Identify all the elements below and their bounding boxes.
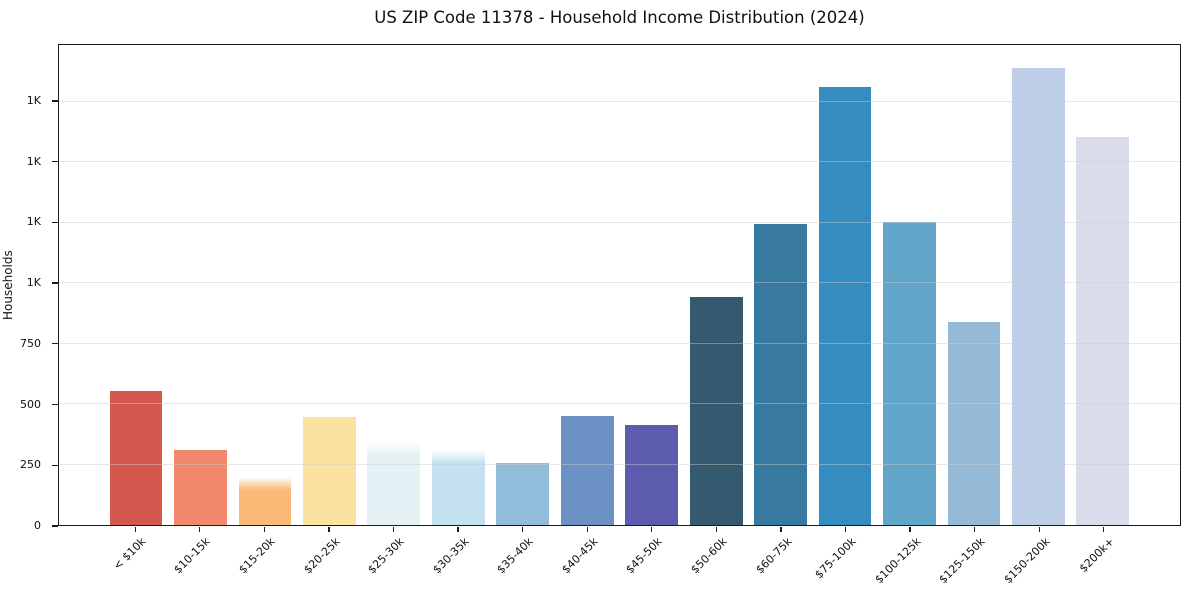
bar-$25-30k — [367, 441, 421, 525]
x-tick-mark — [522, 527, 524, 532]
bar-< $10k — [109, 390, 163, 525]
y-tick-label: 250 — [20, 458, 41, 472]
bar-$100-125k — [883, 221, 936, 525]
bar-$45-50k — [625, 424, 679, 525]
x-tick-mark — [457, 527, 459, 532]
bar-slot — [168, 45, 232, 525]
y-tick-mark — [52, 525, 58, 527]
y-tick-mark — [52, 343, 58, 345]
bar-$125-150k — [947, 321, 1001, 525]
bar-$20-25k — [302, 417, 356, 525]
bar-slot — [104, 45, 168, 525]
x-tick-mark — [586, 527, 588, 532]
x-tick-label: $25-30k — [365, 535, 407, 577]
x-tick-mark — [263, 527, 266, 532]
x-tick-label: $15-20k — [236, 535, 278, 577]
bar-slot — [362, 45, 426, 525]
bar-slot — [491, 45, 555, 525]
x-tick-mark — [844, 527, 847, 532]
y-tick-mark — [52, 282, 58, 284]
x-tick-label: $75-100k — [812, 535, 859, 582]
x-tick-mark — [328, 527, 330, 532]
x-tick-mark — [780, 527, 782, 532]
x-tick-mark — [1103, 527, 1105, 532]
x-tick-label: $20-25k — [300, 535, 343, 577]
x-tick-mark — [974, 527, 976, 532]
bars-container — [59, 45, 1180, 525]
y-tick-label: 500 — [20, 397, 41, 411]
plot-area — [58, 44, 1181, 526]
x-tick-mark — [909, 527, 911, 532]
bar-slot — [233, 45, 297, 525]
bar-slot — [619, 45, 683, 525]
chart-title: US ZIP Code 11378 - Household Income Dis… — [374, 8, 865, 27]
x-tick-label: $200k+ — [1076, 535, 1117, 576]
x-tick-mark — [199, 527, 201, 532]
bar-slot — [1006, 45, 1070, 525]
bar-$10-15k — [174, 450, 227, 525]
bar-$200k+ — [1076, 136, 1130, 525]
x-tick-label: $30-35k — [429, 535, 472, 577]
bar-slot — [426, 45, 490, 525]
y-axis: 0 250 500 750 1K 1K 1K 1K — [0, 44, 58, 532]
bar-slot — [297, 45, 361, 525]
y-tick-mark — [52, 464, 58, 466]
y-tick-label: 1K — [26, 215, 41, 229]
bar-slot — [813, 45, 877, 525]
y-tick-mark — [52, 403, 58, 406]
bar-$75-100k — [818, 87, 872, 525]
y-tick-mark — [52, 221, 58, 224]
bar-$40-45k — [560, 416, 614, 525]
bar-slot — [1071, 45, 1135, 525]
x-tick-label: $45-50k — [623, 535, 665, 577]
x-tick-mark — [134, 527, 136, 532]
y-tick-label: 1K — [26, 276, 41, 290]
bar-slot — [748, 45, 812, 525]
bar-slot — [877, 45, 941, 525]
x-tick-label: $60-75k — [752, 535, 795, 577]
x-tick-label: $35-40k — [494, 535, 536, 577]
bar-$30-35k — [431, 450, 485, 525]
bar-slot — [942, 45, 1006, 525]
x-tick-label: < $10k — [110, 535, 149, 573]
x-tick-label: $40-45k — [559, 535, 601, 577]
x-tick-mark — [392, 527, 395, 532]
y-tick-label: 750 — [20, 336, 41, 350]
y-tick-label: 1K — [26, 94, 41, 108]
bar-$50-60k — [689, 296, 743, 525]
x-tick-label: $50-60k — [688, 535, 730, 577]
x-tick-mark — [715, 527, 718, 532]
y-tick-mark — [52, 100, 58, 102]
x-tick-label: $150-200k — [1001, 535, 1053, 587]
bar-slot — [684, 45, 748, 525]
y-tick-label: 1K — [26, 154, 41, 168]
y-tick-mark — [52, 161, 58, 163]
x-tick-label: $100-125k — [872, 535, 924, 587]
x-tick-label: $125-150k — [936, 535, 988, 587]
x-axis: < $10k $10-15k $15-20k $20-25k $25-30k $30-35… — [58, 526, 1181, 590]
bar-$35-40k — [496, 463, 550, 525]
x-tick-label: $10-15k — [171, 535, 213, 577]
bar-$60-75k — [754, 223, 807, 525]
x-tick-mark — [1038, 527, 1040, 532]
bar-$150-200k — [1011, 67, 1065, 525]
y-tick-label: 0 — [34, 519, 41, 532]
bar-$15-20k — [238, 476, 292, 525]
bar-slot — [555, 45, 619, 525]
x-tick-mark — [651, 527, 653, 532]
